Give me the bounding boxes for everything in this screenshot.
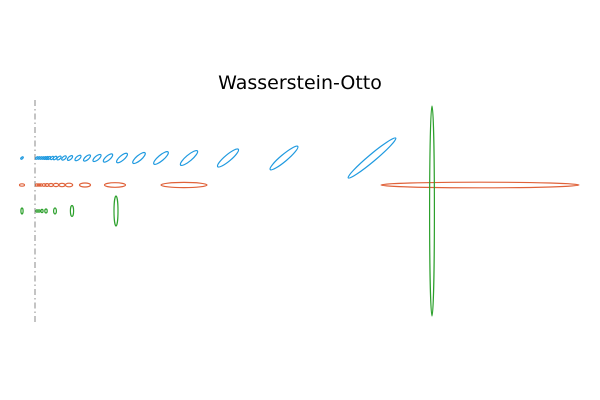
bottom-row-ellipse-5 <box>44 208 48 214</box>
middle-row-ellipse-3 <box>36 183 41 187</box>
top-row-ellipse-19 <box>132 151 146 165</box>
top-row-ellipse-23 <box>269 145 299 171</box>
top-row-ellipse-20 <box>153 151 169 165</box>
bottom-row-ellipse-4 <box>40 208 44 214</box>
top-row-ellipse-14 <box>74 154 82 162</box>
top-row-ellipse-24 <box>347 137 397 179</box>
middle-row-ellipse-9 <box>58 182 66 188</box>
bottom-row-ellipse-1 <box>20 207 24 215</box>
top-row-ellipse-1 <box>20 156 24 160</box>
middle-row-ellipse-8 <box>52 182 60 188</box>
figure-title: Wasserstein-Otto <box>218 72 382 94</box>
top-row-ellipse-15 <box>82 154 92 162</box>
top-row-ellipse-16 <box>92 153 102 163</box>
middle-row-ellipse-2 <box>34 183 39 187</box>
middle-row-ellipse-11 <box>78 182 92 188</box>
middle-row-ellipse-14 <box>380 181 580 189</box>
middle-row-ellipse-1 <box>18 183 26 187</box>
top-row-ellipse-10 <box>52 155 58 161</box>
bottom-row-ellipse-3 <box>37 209 41 213</box>
bottom-row-ellipse-6 <box>52 207 57 215</box>
middle-row-ellipse-5 <box>41 183 47 187</box>
top-row-ellipse-21 <box>179 149 199 167</box>
middle-row-ellipse-10 <box>64 182 74 188</box>
top-row-ellipse-22 <box>216 148 240 168</box>
top-row-ellipse-13 <box>66 155 74 161</box>
top-row-ellipse-11 <box>56 155 62 161</box>
top-row-ellipse-17 <box>102 153 114 163</box>
bottom-row-ellipse-9 <box>429 105 436 317</box>
bottom-row-ellipse-7 <box>69 204 75 218</box>
top-row-ellipse-12 <box>61 155 67 161</box>
middle-row-ellipse-13 <box>160 181 208 189</box>
bottom-row-ellipse-8 <box>113 195 119 227</box>
middle-row-ellipse-12 <box>103 182 127 188</box>
top-row-ellipse-18 <box>115 152 129 164</box>
